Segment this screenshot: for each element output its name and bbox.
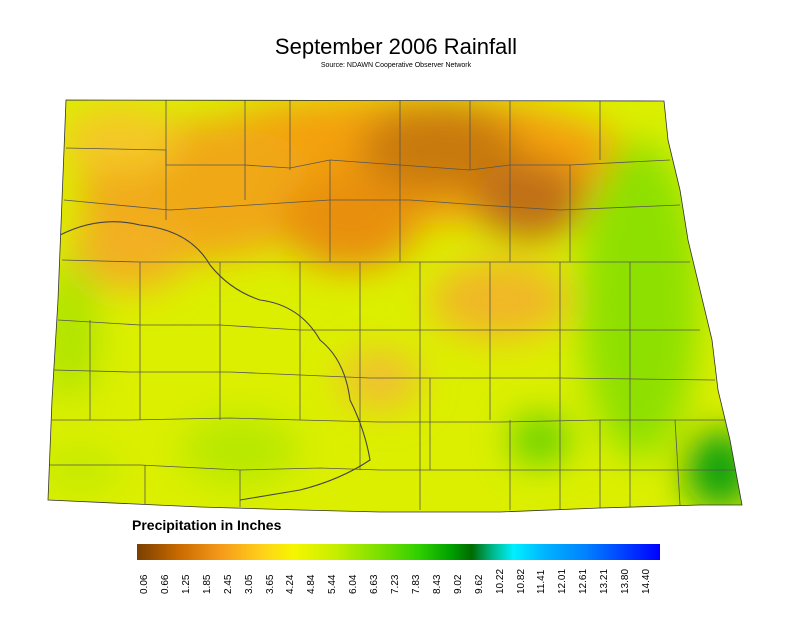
legend-tick-label: 0.66 [159,574,171,594]
legend-tick-label: 12.01 [557,568,569,594]
legend-tick-label: 10.82 [515,568,527,594]
legend-tick-label: 10.22 [494,568,506,594]
legend-tick-label: 2.45 [222,574,234,594]
state-outline [47,99,743,513]
legend-tick-label: 1.85 [201,574,213,594]
legend-tick-label: 4.24 [285,574,297,594]
legend-tick-label: 3.05 [243,574,255,594]
legend-tick-label: 5.44 [327,574,339,594]
legend-color-bar [137,544,660,560]
legend-tick-label: 9.02 [452,574,464,594]
legend-tick-label: 6.04 [348,574,360,594]
legend-tick-label: 1.25 [180,574,192,594]
legend-tick-label: 12.61 [578,568,590,594]
missouri-river [59,221,371,501]
legend-tick-label: 3.65 [264,574,276,594]
map-title: September 2006 Rainfall [274,34,518,59]
county-boundaries [49,100,735,510]
legend-tick-label: 14.40 [641,568,653,594]
precipitation-field [48,100,742,512]
legend-title: Precipitation in Inches [132,517,282,533]
legend-tick-label: 7.83 [410,574,422,594]
legend-tick-label: 13.21 [599,568,611,594]
legend-tick-label: 8.43 [431,574,443,594]
legend-tick-label: 7.23 [390,574,402,594]
legend-tick-label: 11.41 [536,569,548,594]
legend-tick-label: 13.80 [620,568,632,594]
legend-tick-label: 4.84 [306,574,318,594]
legend-tick-label: 6.63 [369,574,381,594]
legend-tick-label: 0.06 [139,574,150,594]
legend-tick-labels: 0.06 0.66 1.25 1.85 2.45 3.05 3.65 4.24 4.84 5.44… [137,566,660,606]
legend-tick-label: 9.62 [473,574,485,594]
map-subtitle: Source: NDAWN Cooperative Observer Netwo… [320,62,472,69]
